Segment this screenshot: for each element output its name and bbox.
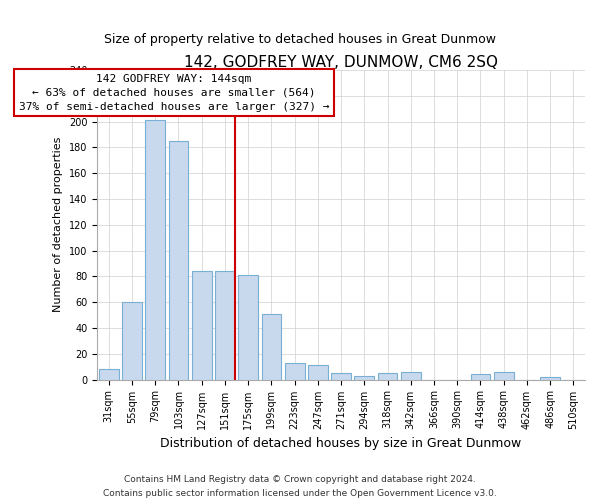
Bar [308, 366, 328, 380]
Y-axis label: Number of detached properties: Number of detached properties [53, 137, 63, 312]
Bar [215, 271, 235, 380]
Bar [401, 372, 421, 380]
Text: 142 GODFREY WAY: 144sqm
← 63% of detached houses are smaller (564)
37% of semi-d: 142 GODFREY WAY: 144sqm ← 63% of detache… [19, 74, 329, 112]
X-axis label: Distribution of detached houses by size in Great Dunmow: Distribution of detached houses by size … [160, 437, 522, 450]
Bar [238, 275, 258, 380]
Bar [377, 373, 397, 380]
Text: Contains HM Land Registry data © Crown copyright and database right 2024.
Contai: Contains HM Land Registry data © Crown c… [103, 476, 497, 498]
Bar [285, 363, 305, 380]
Bar [331, 373, 351, 380]
Bar [494, 372, 514, 380]
Bar [145, 120, 165, 380]
Bar [169, 141, 188, 380]
Bar [192, 271, 212, 380]
Bar [122, 302, 142, 380]
Title: 142, GODFREY WAY, DUNMOW, CM6 2SQ: 142, GODFREY WAY, DUNMOW, CM6 2SQ [184, 55, 498, 70]
Bar [355, 376, 374, 380]
Bar [99, 370, 119, 380]
Bar [540, 377, 560, 380]
Text: Size of property relative to detached houses in Great Dunmow: Size of property relative to detached ho… [104, 32, 496, 46]
Bar [262, 314, 281, 380]
Bar [470, 374, 490, 380]
